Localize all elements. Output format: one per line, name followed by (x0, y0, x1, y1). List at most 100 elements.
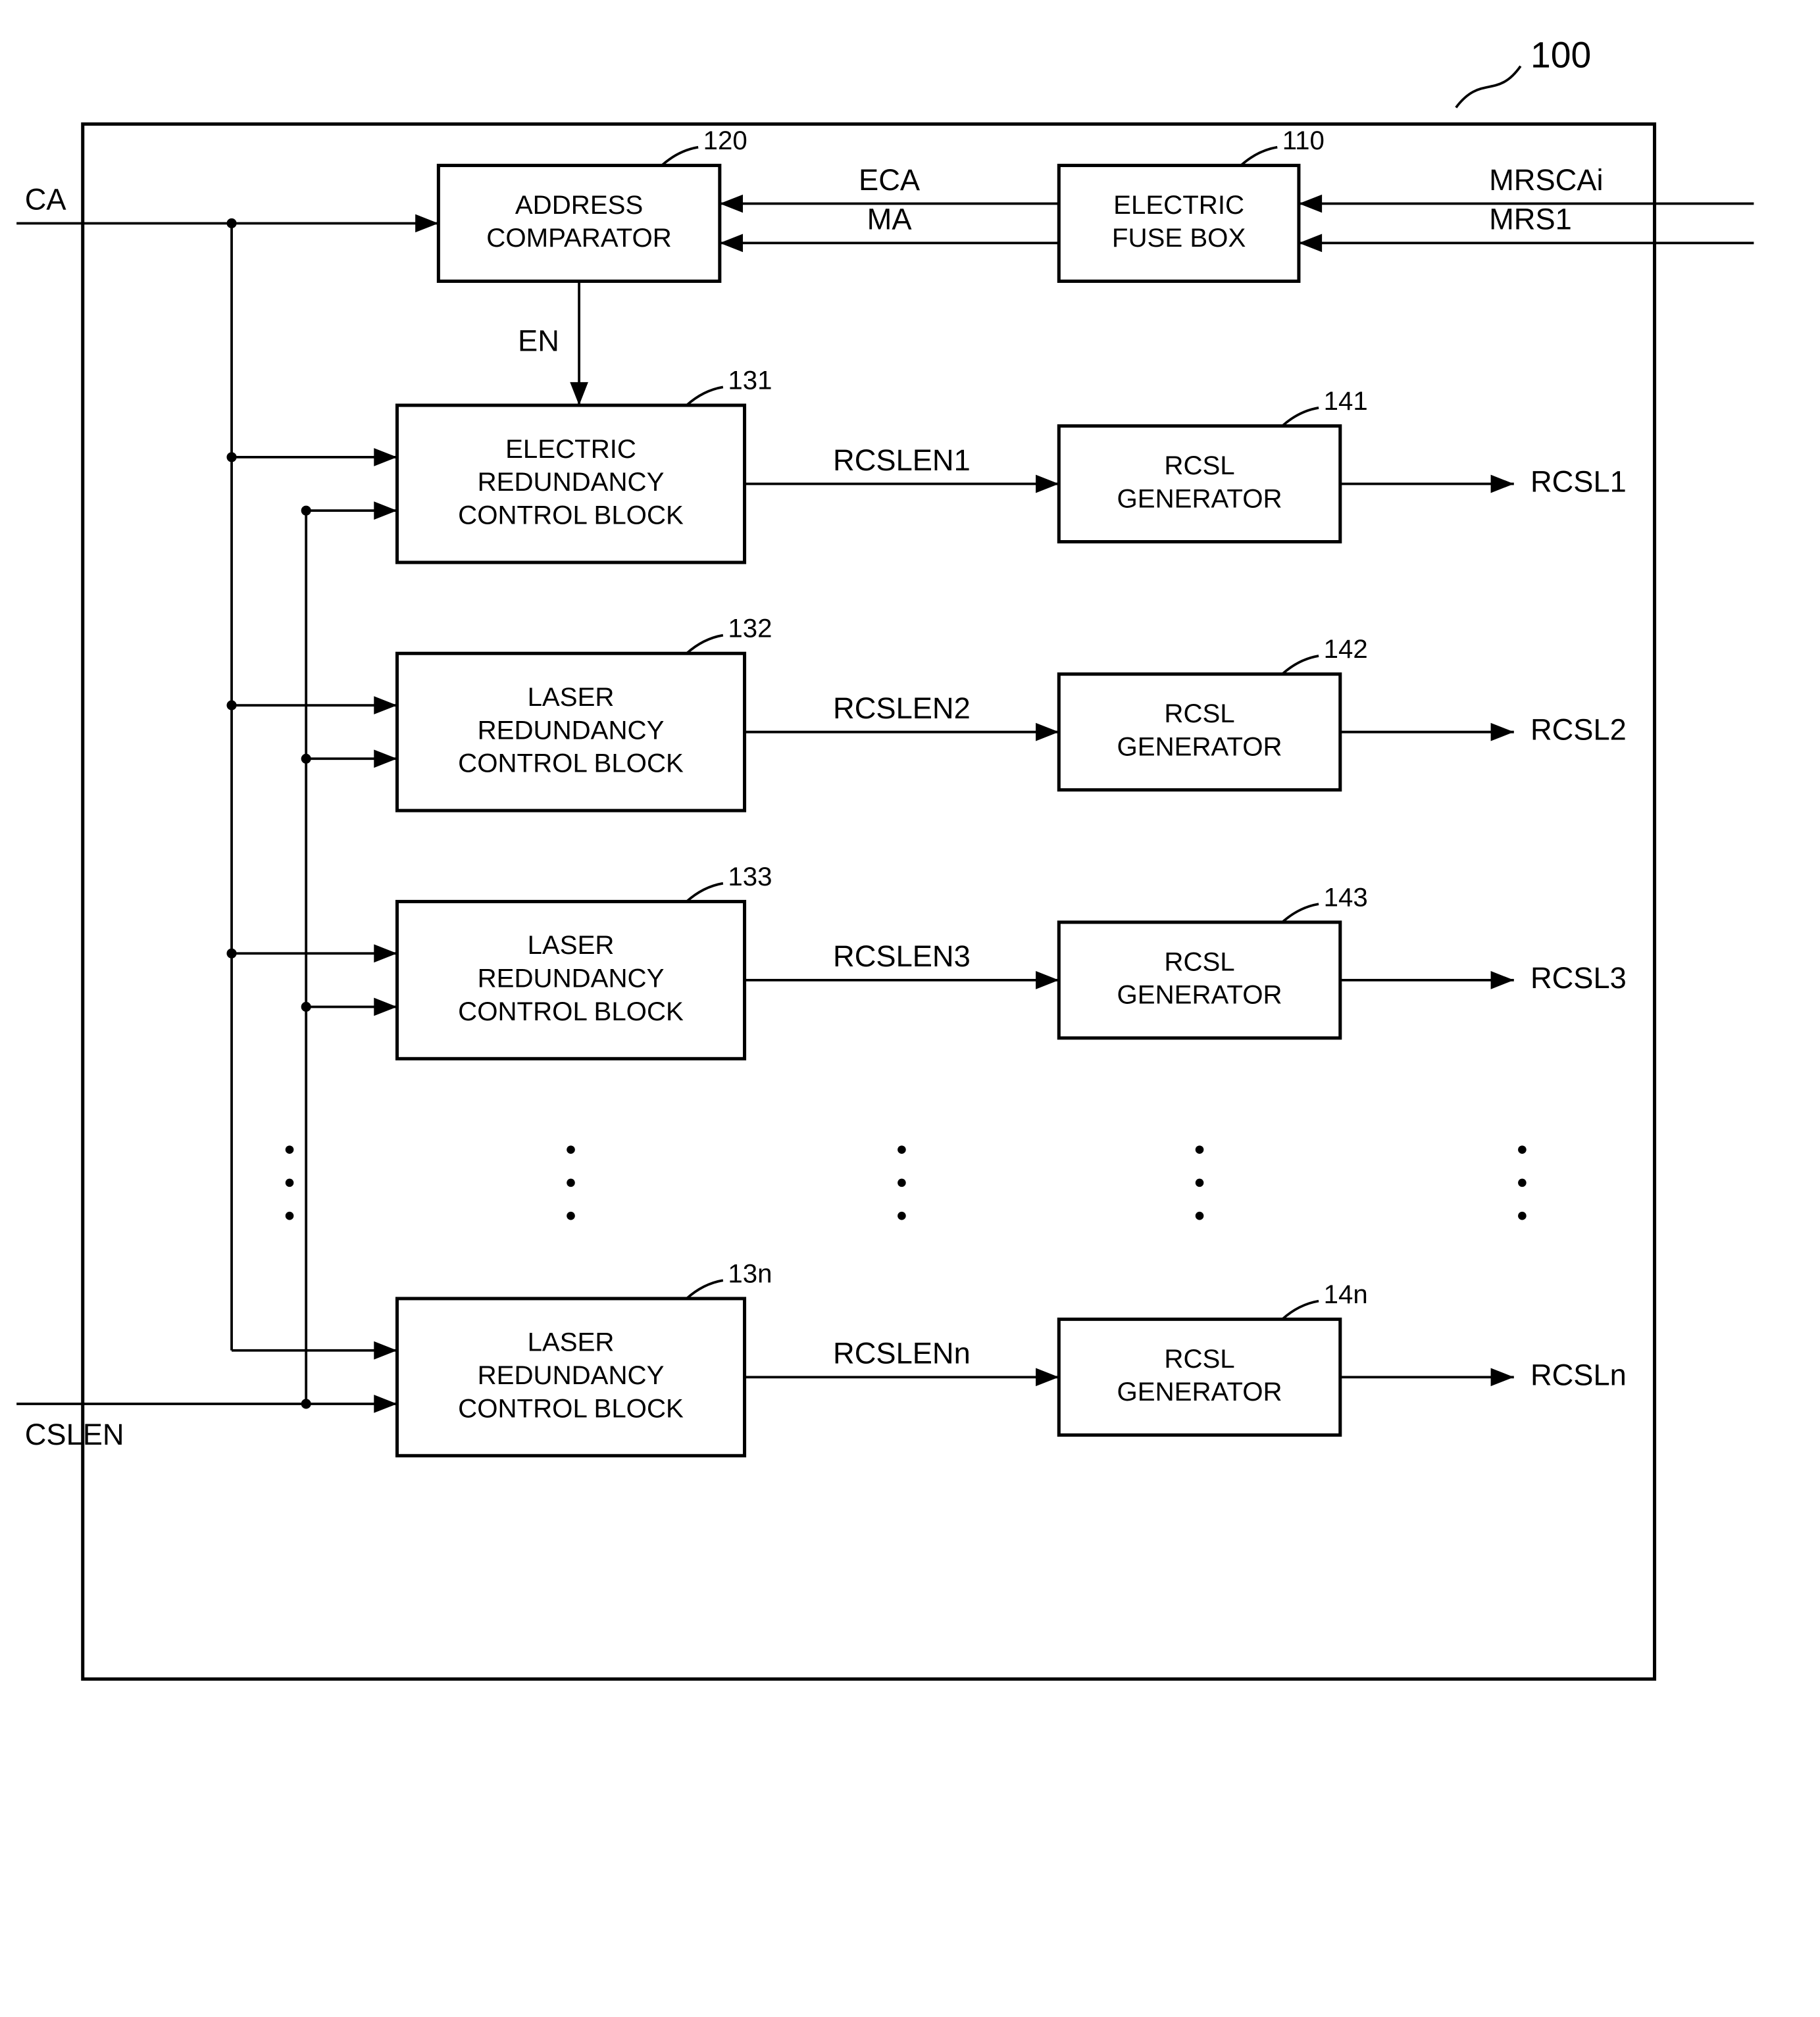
junction-dot (301, 1002, 311, 1012)
block-label: CONTROL BLOCK (458, 749, 684, 778)
arrowhead (1036, 723, 1059, 741)
block-label: CONTROL BLOCK (458, 500, 684, 530)
ellipsis-dot (1518, 1179, 1527, 1187)
arrowhead (1491, 723, 1514, 741)
block-label: LASER (528, 930, 615, 960)
figure-ref-leader (1456, 66, 1521, 108)
label-rcslen: RCSLENn (833, 1337, 971, 1370)
ellipsis-dot (897, 1212, 906, 1220)
block-label: REDUNDANCY (478, 963, 665, 993)
ellipsis-dot (1518, 1212, 1527, 1220)
arrowhead (374, 998, 397, 1016)
block-label: RCSL (1164, 1344, 1234, 1374)
block-ref: 14n (1324, 1280, 1368, 1309)
arrowhead (374, 1341, 397, 1360)
label-rcslen: RCSLEN1 (833, 443, 971, 477)
arrowhead (1036, 475, 1059, 493)
arrowhead (1036, 971, 1059, 989)
block-label: REDUNDANCY (478, 1360, 665, 1390)
junction-dot (301, 506, 311, 516)
label-ca: CA (25, 183, 67, 216)
label-cslen: CSLEN (25, 1418, 124, 1451)
ref-leader (687, 635, 723, 654)
block-label: REDUNDANCY (478, 467, 665, 497)
arrowhead (374, 1395, 397, 1413)
block-label: FUSE BOX (1112, 223, 1246, 253)
label-rcsl: RCSLn (1530, 1358, 1627, 1391)
ellipsis-dot (286, 1179, 294, 1187)
label-mrscai: MRSCAi (1489, 163, 1603, 197)
arrowhead (415, 214, 438, 233)
diagram-root: 100ELECTRICFUSE BOX110ADDRESSCOMPARATOR1… (0, 0, 1820, 2016)
block-label: CONTROL BLOCK (458, 997, 684, 1026)
arrowhead (1491, 971, 1514, 989)
block-label: GENERATOR (1117, 732, 1282, 761)
ref-leader (662, 147, 698, 166)
ref-leader (1282, 656, 1319, 674)
arrowhead (374, 448, 397, 466)
ref-leader (687, 1280, 723, 1299)
arrowhead (374, 501, 397, 520)
figure-ref: 100 (1530, 35, 1591, 76)
ref-leader (1282, 408, 1319, 426)
junction-dot (226, 949, 236, 959)
arrowhead (720, 195, 743, 213)
block-label: ELECTRIC (1113, 190, 1244, 220)
block-b142: RCSL GENERATOR 142 (1059, 634, 1367, 790)
arrowhead (1491, 475, 1514, 493)
arrowhead (1299, 234, 1322, 253)
block-b141: RCSL GENERATOR 141 (1059, 386, 1367, 542)
label-rcsl: RCSL3 (1530, 961, 1627, 995)
label-eca: ECA (859, 163, 921, 197)
ellipsis-dot (567, 1145, 575, 1154)
ref-leader (1282, 904, 1319, 922)
label-rcslen: RCSLEN3 (833, 939, 971, 973)
block-label: GENERATOR (1117, 1377, 1282, 1407)
block-b13n: LASERREDUNDANCYCONTROL BLOCK13n (397, 1258, 772, 1455)
block-ref: 120 (703, 126, 747, 155)
block-ref: 141 (1324, 386, 1368, 416)
label-en: EN (518, 324, 559, 358)
block-b110: ELECTRICFUSE BOX 110 (1059, 126, 1325, 282)
block-b143: RCSLGENERATOR143 (1059, 882, 1367, 1038)
arrowhead (374, 944, 397, 962)
label-rcsl: RCSL2 (1530, 713, 1627, 747)
ref-leader (687, 387, 723, 405)
ellipsis-dot (1518, 1145, 1527, 1154)
ref-leader (687, 884, 723, 902)
block-label: LASER (528, 682, 615, 712)
arrowhead (374, 749, 397, 768)
ellipsis-dot (1196, 1212, 1204, 1220)
block-label: ADDRESS (515, 190, 643, 220)
arrowhead (720, 234, 743, 253)
ref-leader (1241, 147, 1277, 166)
junction-dot (226, 701, 236, 710)
block-label: GENERATOR (1117, 980, 1282, 1010)
block-label: ELECTRIC (505, 434, 636, 464)
arrowhead (1491, 1368, 1514, 1387)
ellipsis-dot (897, 1145, 906, 1154)
label-rcsl: RCSL1 (1530, 464, 1627, 498)
block-label: CONTROL BLOCK (458, 1393, 684, 1423)
block-ref: 142 (1324, 634, 1368, 664)
block-b133: LASERREDUNDANCYCONTROL BLOCK133 (397, 862, 772, 1058)
block-label: RCSL (1164, 699, 1234, 728)
block-ref: 110 (1282, 126, 1325, 155)
ellipsis-dot (1196, 1179, 1204, 1187)
arrowhead (570, 382, 588, 405)
block-label: COMPARATOR (486, 223, 672, 253)
label-mrs1: MRS1 (1489, 203, 1572, 236)
block-label: REDUNDANCY (478, 715, 665, 745)
ellipsis-dot (1196, 1145, 1204, 1154)
block-b120: ADDRESSCOMPARATOR 120 (438, 126, 747, 282)
block-label: GENERATOR (1117, 484, 1282, 513)
block-ref: 131 (728, 365, 772, 395)
ellipsis-dot (286, 1212, 294, 1220)
block-ref: 132 (728, 614, 772, 643)
block-ref: 13n (728, 1258, 772, 1288)
block-ref: 143 (1324, 882, 1368, 912)
block-label: RCSL (1164, 451, 1234, 480)
label-ma: MA (867, 203, 913, 236)
arrowhead (374, 696, 397, 714)
ellipsis-dot (567, 1212, 575, 1220)
